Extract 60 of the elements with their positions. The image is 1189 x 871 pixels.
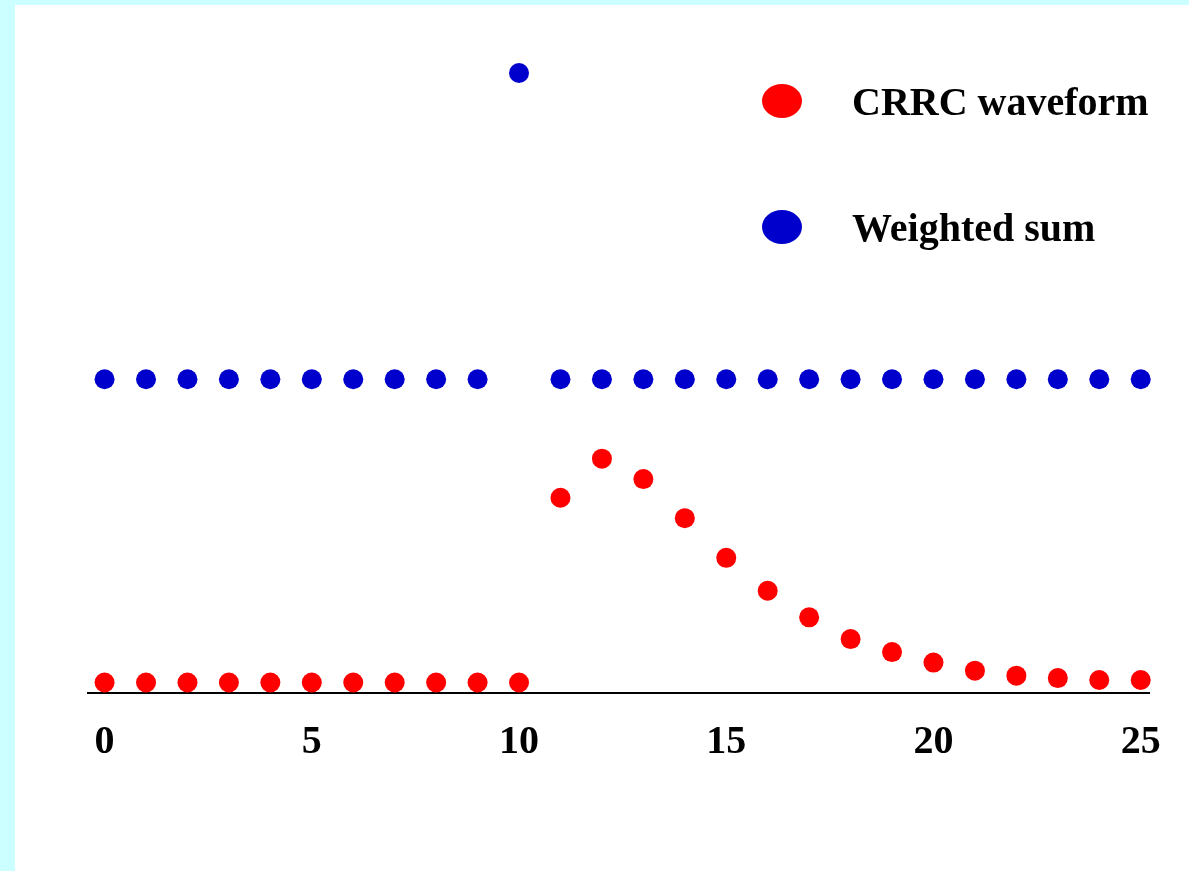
point [550, 487, 571, 508]
point [716, 369, 737, 390]
point [384, 369, 405, 390]
point [301, 672, 322, 693]
point [343, 369, 364, 390]
point [1089, 669, 1110, 690]
x-tick-label: 15 [706, 717, 747, 763]
point [923, 652, 944, 673]
point [509, 672, 530, 693]
point [1089, 369, 1110, 390]
x-tick-label: 10 [499, 717, 540, 763]
point [591, 369, 612, 390]
point [799, 607, 820, 628]
point [94, 369, 115, 390]
point [509, 63, 530, 83]
point [591, 448, 612, 469]
point [1130, 369, 1151, 390]
point [923, 369, 944, 390]
point [1047, 668, 1068, 689]
point [177, 369, 198, 390]
legend-label: CRRC waveform [852, 77, 1149, 125]
point [633, 469, 654, 490]
point [260, 672, 281, 693]
legend-label: Weighted sum [852, 203, 1096, 251]
point [426, 369, 447, 390]
point [840, 629, 861, 650]
point [218, 672, 239, 693]
point [757, 580, 778, 601]
x-tick-label: 20 [913, 717, 954, 763]
x-tick-label: 5 [301, 717, 322, 763]
point [1130, 669, 1151, 690]
point [716, 547, 737, 568]
point [467, 672, 488, 693]
point [757, 369, 778, 390]
point [882, 369, 903, 390]
point [301, 369, 322, 390]
point [136, 672, 157, 693]
point [840, 369, 861, 390]
point [384, 672, 405, 693]
point [177, 672, 198, 693]
point [550, 369, 571, 390]
point [964, 660, 985, 681]
point [882, 642, 903, 663]
point [1047, 369, 1068, 390]
point [674, 369, 695, 390]
point [426, 672, 447, 693]
point [964, 369, 985, 390]
x-tick-label: 0 [94, 717, 115, 763]
point [633, 369, 654, 390]
point [1006, 665, 1027, 686]
x-tick-label: 25 [1120, 717, 1161, 763]
point [343, 672, 364, 693]
point [94, 672, 115, 693]
point [467, 369, 488, 390]
point [1006, 369, 1027, 390]
point [674, 508, 695, 529]
point [799, 369, 820, 390]
point [218, 369, 239, 390]
point [260, 369, 281, 390]
point [136, 369, 157, 390]
